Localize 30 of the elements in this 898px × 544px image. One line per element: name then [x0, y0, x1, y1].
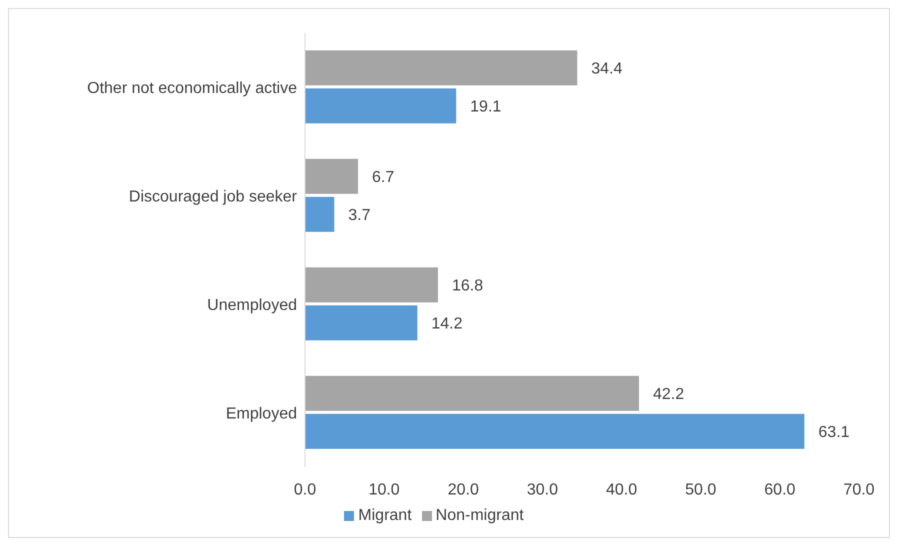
x-tick-label: 70.0: [843, 481, 875, 498]
x-tick-label: 0.0: [294, 481, 316, 498]
bar: [305, 196, 334, 232]
y-tick-label: Unemployed: [207, 296, 297, 314]
data-label: 34.4: [591, 60, 622, 78]
y-tick-label: Discouraged job seeker: [128, 188, 298, 206]
data-label: 16.8: [452, 278, 484, 295]
data-label: 42.2: [652, 386, 684, 404]
data-label: 19.1: [470, 98, 502, 116]
bar: [305, 50, 578, 86]
data-label: 63.1: [818, 424, 850, 442]
y-tick-label: Other not economically active: [87, 80, 298, 97]
legend-label: Migrant: [358, 507, 412, 524]
legend-label: Non-migrant: [436, 507, 524, 524]
bar: [305, 376, 639, 411]
bar: [305, 88, 456, 124]
data-label: 6.7: [372, 169, 394, 186]
bar: [305, 158, 358, 194]
data-label: 3.7: [348, 207, 371, 224]
x-tick-label: 20.0: [448, 481, 479, 498]
x-tick-label: 10.0: [368, 481, 400, 498]
bar: [305, 305, 418, 340]
bar: [305, 267, 438, 302]
x-tick-label: 50.0: [685, 481, 716, 498]
x-tick-label: 60.0: [764, 481, 796, 498]
data-label: 14.2: [431, 316, 463, 333]
x-tick-label: 30.0: [526, 481, 558, 498]
y-tick-label: Employed: [226, 405, 297, 422]
bar: [305, 414, 804, 449]
x-tick-label: 40.0: [606, 481, 638, 498]
